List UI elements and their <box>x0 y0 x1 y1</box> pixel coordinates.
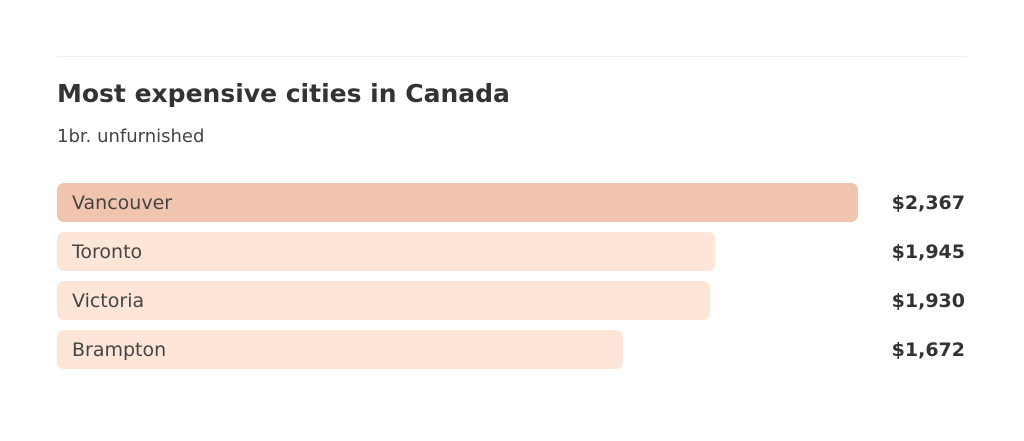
bar-label: Brampton <box>72 339 166 361</box>
value-label: $1,945 <box>892 241 965 263</box>
value-label: $1,672 <box>892 339 965 361</box>
bar <box>57 183 858 222</box>
bar-label: Vancouver <box>72 192 172 214</box>
bar <box>57 232 716 271</box>
chart-subtitle: 1br. unfurnished <box>57 126 204 147</box>
bar-label: Victoria <box>72 290 144 312</box>
value-label: $2,367 <box>892 192 965 214</box>
chart-title: Most expensive cities in Canada <box>57 79 510 108</box>
bar <box>57 281 711 320</box>
bar-label: Toronto <box>71 241 142 263</box>
bar <box>57 330 623 369</box>
value-label: $1,930 <box>892 290 965 312</box>
